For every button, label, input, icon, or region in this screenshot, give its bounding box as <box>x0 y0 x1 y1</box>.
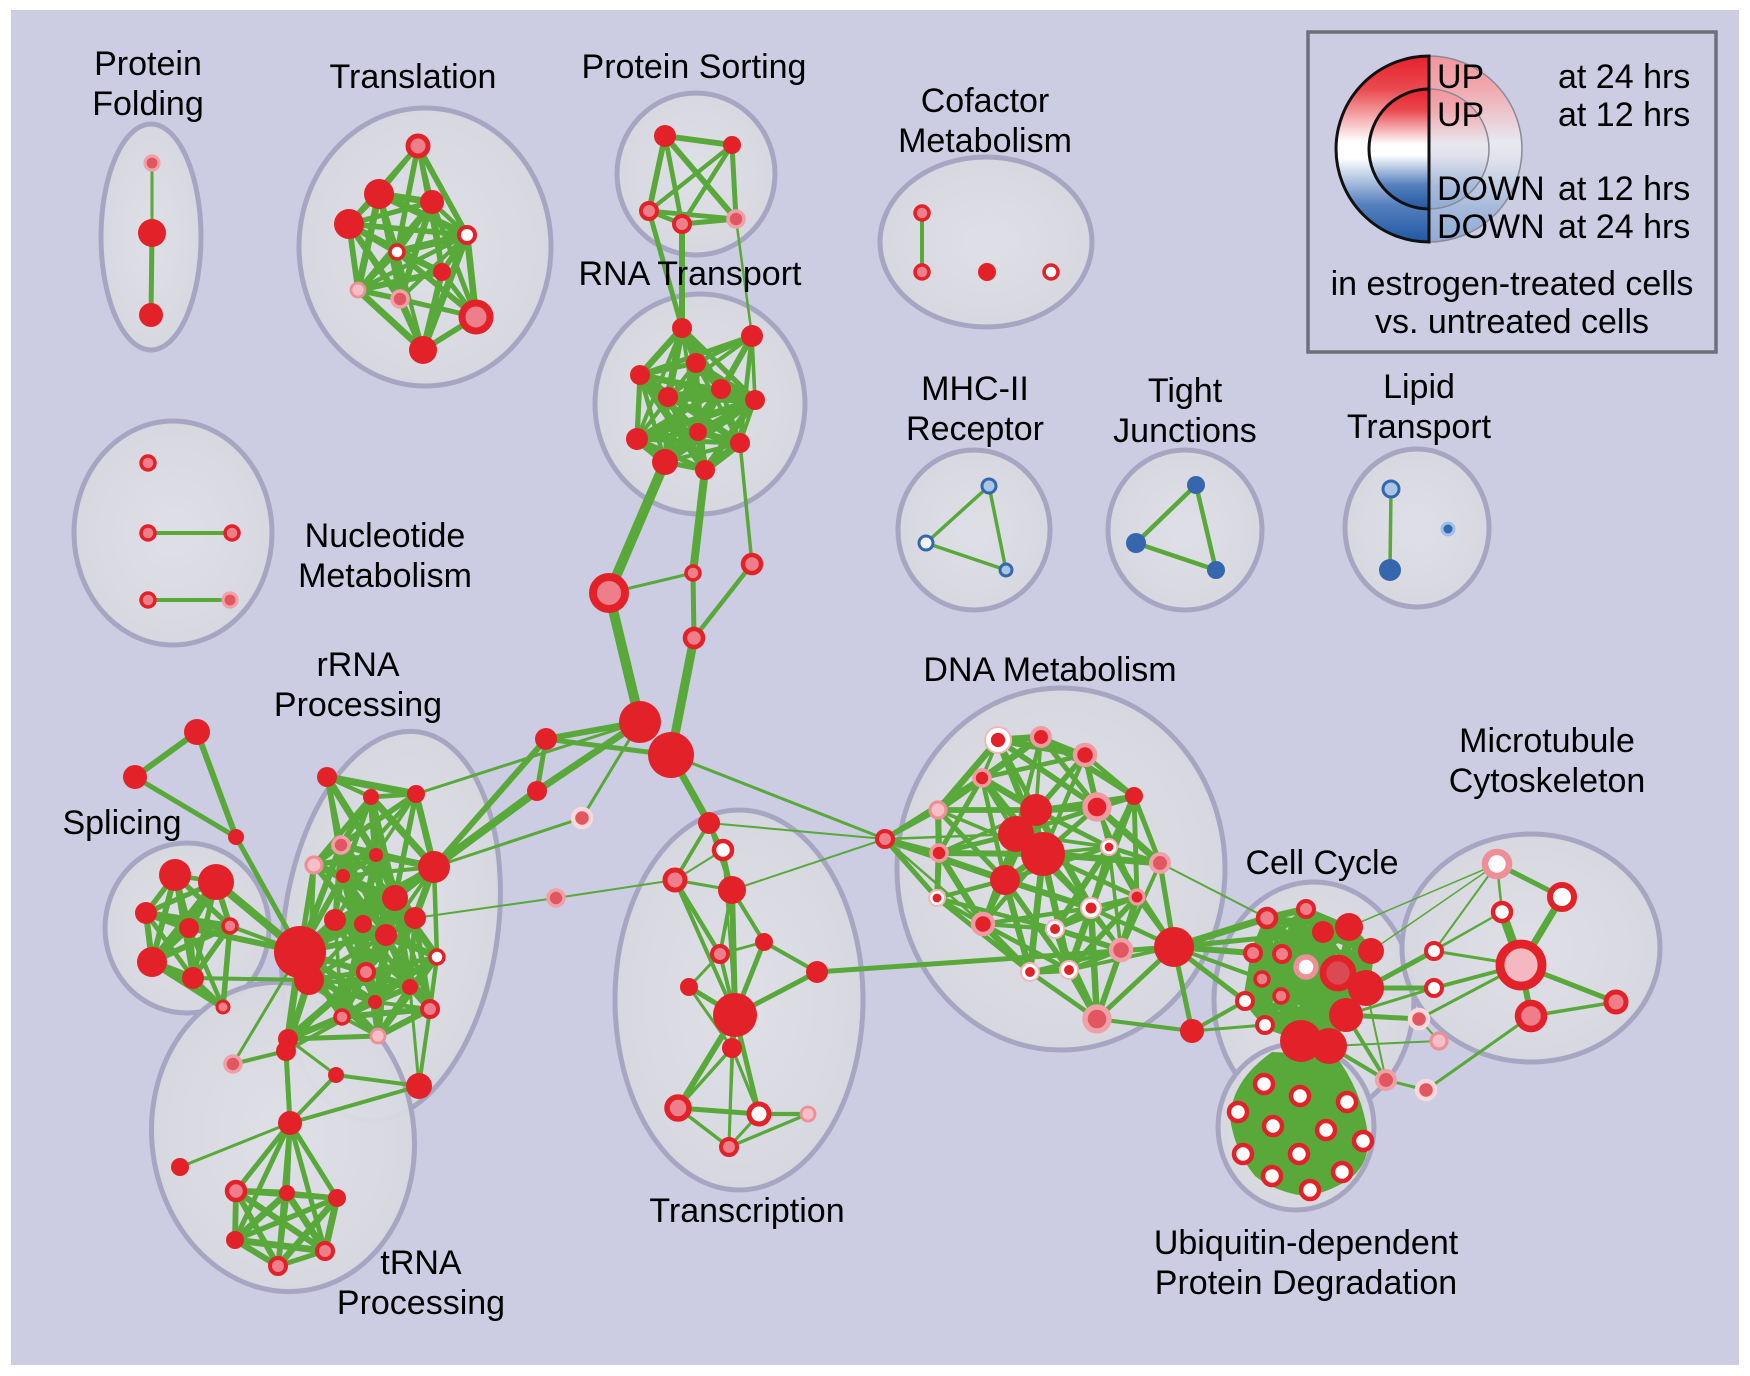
svg-text:Processing: Processing <box>337 1284 505 1322</box>
svg-text:Junctions: Junctions <box>1113 412 1257 450</box>
svg-text:Microtubule: Microtubule <box>1459 722 1635 760</box>
svg-text:Transcription: Transcription <box>649 1192 844 1230</box>
svg-text:Ubiquitin-dependent: Ubiquitin-dependent <box>1154 1224 1459 1262</box>
svg-text:RNA Transport: RNA Transport <box>579 255 803 293</box>
svg-text:Splicing: Splicing <box>62 804 181 842</box>
svg-text:at 24 hrs: at 24 hrs <box>1558 208 1690 246</box>
svg-text:Cofactor: Cofactor <box>921 82 1050 120</box>
svg-text:at 24 hrs: at 24 hrs <box>1558 58 1690 96</box>
svg-text:Cytoskeleton: Cytoskeleton <box>1449 762 1646 800</box>
svg-text:at 12 hrs: at 12 hrs <box>1558 96 1690 134</box>
svg-text:Nucleotide: Nucleotide <box>305 517 466 555</box>
svg-text:Tight: Tight <box>1148 372 1223 410</box>
svg-text:DOWN: DOWN <box>1437 208 1545 246</box>
svg-text:tRNA: tRNA <box>380 1244 462 1282</box>
svg-text:Metabolism: Metabolism <box>898 122 1072 160</box>
svg-text:Receptor: Receptor <box>906 410 1044 448</box>
svg-text:Metabolism: Metabolism <box>298 557 472 595</box>
svg-text:rRNA: rRNA <box>316 646 399 684</box>
svg-text:Lipid: Lipid <box>1383 368 1455 406</box>
svg-text:Protein: Protein <box>94 45 202 83</box>
svg-text:Translation: Translation <box>330 58 497 96</box>
svg-text:Cell Cycle: Cell Cycle <box>1245 844 1398 882</box>
svg-text:UP: UP <box>1437 96 1484 134</box>
svg-text:vs. untreated cells: vs. untreated cells <box>1375 303 1649 341</box>
svg-text:Processing: Processing <box>274 686 442 724</box>
svg-text:at 12 hrs: at 12 hrs <box>1558 170 1690 208</box>
svg-text:in estrogen-treated cells: in estrogen-treated cells <box>1331 265 1694 303</box>
svg-text:Protein Degradation: Protein Degradation <box>1155 1264 1457 1302</box>
svg-text:DNA Metabolism: DNA Metabolism <box>923 651 1176 689</box>
svg-text:Transport: Transport <box>1347 408 1492 446</box>
svg-text:Folding: Folding <box>92 85 204 123</box>
svg-text:UP: UP <box>1437 58 1484 96</box>
svg-text:Protein Sorting: Protein Sorting <box>582 48 807 86</box>
svg-text:DOWN: DOWN <box>1437 170 1545 208</box>
svg-text:MHC-II: MHC-II <box>921 370 1029 408</box>
